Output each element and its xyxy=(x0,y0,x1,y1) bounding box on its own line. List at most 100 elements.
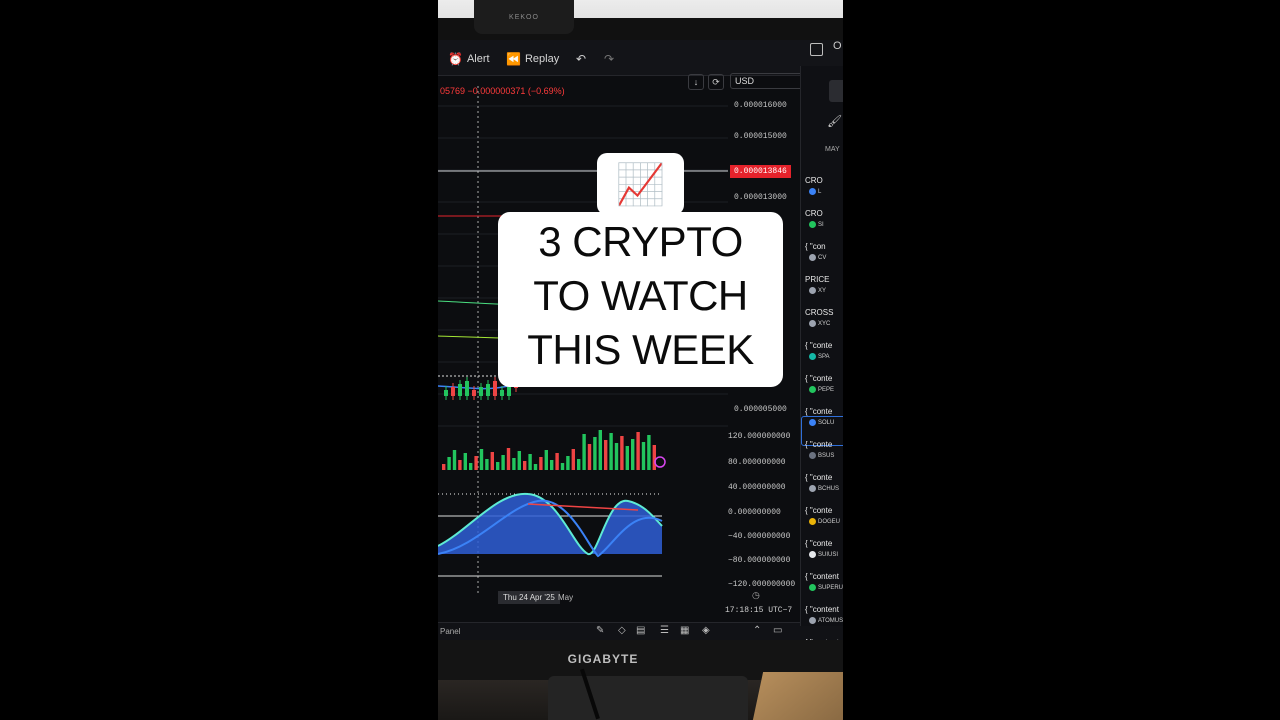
download-button[interactable]: ↓ xyxy=(688,74,704,90)
watchlist-symbol-text: BSUS xyxy=(818,453,835,460)
watchlist-item-title[interactable]: { "content xyxy=(805,605,839,614)
coin-icon xyxy=(809,617,816,624)
chevron-up-icon[interactable]: ⌃ xyxy=(753,625,762,636)
watchlist-item-title[interactable]: { "con xyxy=(805,242,826,251)
oscillator-line-cyan xyxy=(438,492,663,555)
volume-bar xyxy=(469,463,473,470)
redo-icon: ↷ xyxy=(604,52,615,66)
watchlist-item-title[interactable]: { "conte xyxy=(805,374,833,383)
watchlist-symbol-text: CV xyxy=(818,255,827,262)
undo-button[interactable]: ↶ xyxy=(576,52,586,66)
volume-bar xyxy=(571,449,575,470)
download-icon: ↓ xyxy=(693,77,699,87)
volume-bar xyxy=(474,456,478,470)
watchlist-item-title[interactable]: { "conte xyxy=(805,407,833,416)
volume-bar xyxy=(631,439,635,470)
volume-bar xyxy=(458,460,462,470)
volume-bar xyxy=(641,442,646,470)
watchlist-item-symbol: CV xyxy=(809,254,826,261)
volume-bar xyxy=(620,436,624,470)
layout-icon[interactable]: ▦ xyxy=(680,625,690,636)
watchlist-item-title[interactable]: { "conte xyxy=(805,473,833,482)
price-axis-tick: 0.000016000 xyxy=(734,101,787,110)
coin-icon xyxy=(809,452,816,459)
volume-bar xyxy=(447,457,451,470)
selected-watchlist-item xyxy=(801,416,843,446)
watchlist-item-symbol: BCHUS xyxy=(809,485,839,492)
chart-toolbar: ⏰ Alert ⏪ Replay ↶ ↷ O xyxy=(438,40,843,76)
oscillator-axis-tick: −80.000000000 xyxy=(728,556,791,565)
watchlist-symbol-text: BCHUS xyxy=(818,486,840,493)
diamond-icon[interactable]: ◇ xyxy=(618,625,626,636)
watchlist-symbol-text: SUPERU xyxy=(818,585,843,592)
watchlist-item-symbol: SPA xyxy=(809,353,830,360)
watchlist-symbol-text: XY xyxy=(818,288,827,295)
coin-icon xyxy=(809,485,816,492)
coin-icon xyxy=(809,419,816,426)
watchlist-item-symbol: SUPERU xyxy=(809,584,843,591)
maximize-icon[interactable]: ▭ xyxy=(773,625,783,636)
volume-bar xyxy=(652,445,656,470)
target-icon[interactable]: ◈ xyxy=(702,625,710,636)
watchlist-month: MAY xyxy=(825,146,840,153)
volume-bar xyxy=(550,460,554,470)
watchlist-item-title[interactable]: { "conte xyxy=(805,341,833,350)
volume-bar xyxy=(593,437,597,470)
title-card: 3 CRYPTO TO WATCH THIS WEEK xyxy=(498,212,783,387)
watchlist-item-symbol: DOGEU xyxy=(809,518,840,525)
list-icon[interactable]: ☰ xyxy=(660,625,669,636)
watchlist-symbol-text: XYC xyxy=(818,321,831,328)
brush-icon[interactable]: 🖌 xyxy=(827,114,843,128)
watchlist-item-title[interactable]: { "content xyxy=(805,638,839,640)
watchlist-item-title[interactable]: { "conte xyxy=(805,539,833,548)
watchlist-item-title[interactable]: CRO xyxy=(805,209,823,218)
volume-bar xyxy=(463,453,467,470)
watchlist-item-title[interactable]: { "conte xyxy=(805,506,833,515)
replay-button[interactable]: ⏪ Replay xyxy=(506,52,559,66)
coin-icon xyxy=(809,518,816,525)
refresh-icon: ⟳ xyxy=(712,77,720,87)
emoji-card: 📈 xyxy=(597,153,684,215)
currency-select[interactable]: USD ▾ xyxy=(730,73,810,89)
pencil-icon[interactable]: ✎ xyxy=(596,625,605,636)
coin-icon xyxy=(809,353,816,360)
oscillator-line-blue xyxy=(438,499,663,558)
crosshair-date-label: Thu 24 Apr '25 xyxy=(498,591,560,604)
price-axis-tick: 0.000015000 xyxy=(734,132,787,141)
volume-bar xyxy=(609,433,613,470)
watchlist-item-symbol: L xyxy=(809,188,821,195)
current-price-label: 0.000013846 xyxy=(730,165,791,178)
volume-bars xyxy=(442,430,656,470)
watchlist-item-title[interactable]: CRO xyxy=(805,176,823,185)
panel-label[interactable]: Panel xyxy=(440,627,461,636)
volume-bar xyxy=(490,452,494,470)
watchlist-item-symbol: ATOMUS xyxy=(809,617,843,624)
volume-bar xyxy=(442,464,446,470)
currency-value: USD xyxy=(735,76,755,86)
watchlist-item-title[interactable]: { "content xyxy=(805,572,839,581)
oscillator-axis-tick: 80.000000000 xyxy=(728,458,786,467)
volume-bar xyxy=(582,434,586,470)
watchlist-button[interactable] xyxy=(829,80,843,102)
watchlist-item-title[interactable]: PRICE xyxy=(805,275,830,284)
coin-icon xyxy=(809,221,816,228)
watchlist-panel: 🖌 MAY CRO L CRO SI { "con CV PRICE XY CROSS XYC { … xyxy=(800,66,843,640)
watchlist-item-title[interactable]: { "conte xyxy=(805,440,833,449)
toolbar-edge-text: O xyxy=(833,40,842,52)
oscillator-axis-tick: −40.000000000 xyxy=(728,532,791,541)
volume-bar xyxy=(560,463,565,470)
volume-bar xyxy=(479,449,484,470)
redo-button[interactable]: ↷ xyxy=(604,52,614,66)
oscillator-axis-tick: 40.000000000 xyxy=(728,483,786,492)
monitor-brand: GIGABYTE xyxy=(567,652,639,666)
oscillator-axis-tick: 0.000000000 xyxy=(728,508,781,517)
event-marker xyxy=(654,456,666,468)
alert-button[interactable]: ⏰ Alert xyxy=(448,52,490,66)
calendar-icon[interactable]: ▤ xyxy=(636,625,646,636)
watchlist-item-symbol: SUIUSI xyxy=(809,551,838,558)
refresh-button[interactable]: ⟳ xyxy=(708,74,724,90)
volume-bar xyxy=(544,450,548,470)
fullscreen-checkbox[interactable] xyxy=(810,43,823,56)
volume-bar xyxy=(598,430,602,470)
watchlist-item-title[interactable]: CROSS xyxy=(805,308,834,317)
